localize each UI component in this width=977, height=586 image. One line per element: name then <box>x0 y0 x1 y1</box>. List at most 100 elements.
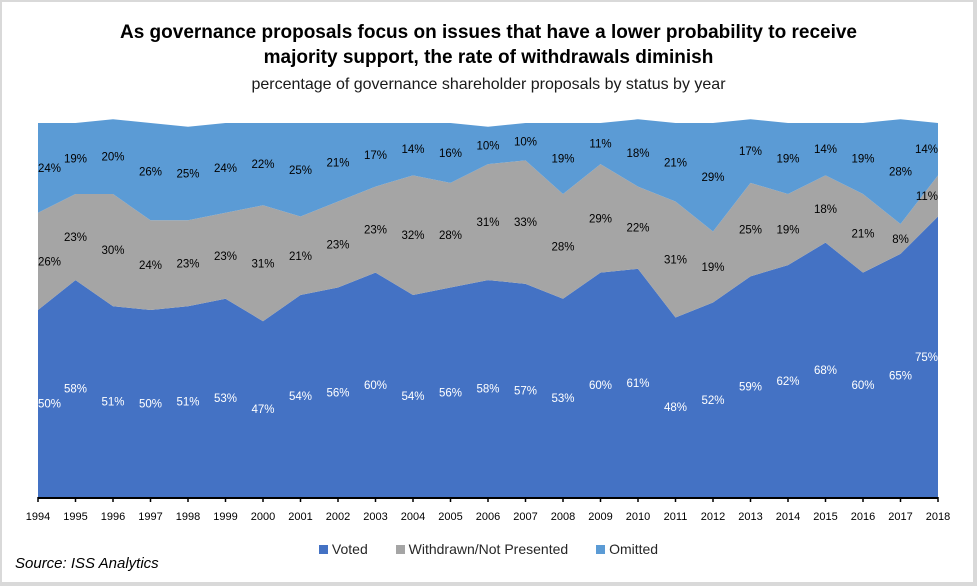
x-tick-label: 2017 <box>888 511 912 523</box>
chart-subtitle: percentage of governance shareholder pro… <box>251 76 726 93</box>
data-label: 24% <box>38 163 61 175</box>
x-tick-label: 2012 <box>701 511 725 523</box>
x-axis: 1994 1995 1996 1997 1998 1999 2000 2001 2002 2003… <box>26 497 950 523</box>
x-tick-label: 2005 <box>438 511 462 523</box>
data-label: 65% <box>889 370 912 382</box>
x-tick-label: 2018 <box>926 511 950 523</box>
data-label: 10% <box>514 137 537 149</box>
data-label: 51% <box>176 397 199 409</box>
x-tick-label: 1994 <box>26 511 50 523</box>
data-label: 18% <box>814 204 837 216</box>
data-label: 31% <box>476 217 499 229</box>
data-label: 23% <box>364 225 387 237</box>
area-withdrawn-not-presented <box>38 160 938 322</box>
x-tick-label: 2001 <box>288 511 312 523</box>
data-label: 22% <box>626 223 649 235</box>
x-tick-label: 2010 <box>626 511 650 523</box>
data-label: 51% <box>101 397 124 409</box>
x-tick-label: 1998 <box>176 511 200 523</box>
data-label: 28% <box>439 230 462 242</box>
data-label: 17% <box>364 150 387 162</box>
data-label: 23% <box>176 258 199 270</box>
legend-item-omitted: Omitted <box>596 541 658 557</box>
legend-item-withdrawn: Withdrawn/Not Presented <box>395 541 569 557</box>
data-label: 54% <box>401 391 424 403</box>
data-label: 56% <box>439 387 462 399</box>
chart-title-line: As governance proposals focus on issues … <box>119 22 857 43</box>
data-label: 28% <box>889 167 912 179</box>
data-label: 25% <box>289 165 312 177</box>
data-label: 48% <box>664 402 687 414</box>
data-label: 19% <box>64 154 87 166</box>
data-label: 60% <box>364 380 387 392</box>
data-label: 75% <box>915 352 938 364</box>
data-label: 60% <box>589 380 612 392</box>
data-label: 19% <box>701 262 724 274</box>
legend: Voted Withdrawn/Not Presented Omitted <box>0 541 977 557</box>
data-label: 14% <box>401 144 424 156</box>
x-tick-label: 2011 <box>664 511 688 523</box>
data-label: 20% <box>101 152 124 164</box>
x-tick-label: 2008 <box>551 511 575 523</box>
x-tick-label: 2007 <box>513 511 537 523</box>
data-label: 21% <box>851 228 874 240</box>
data-label: 17% <box>739 146 762 158</box>
data-label: 23% <box>326 240 349 252</box>
data-label: 11% <box>589 139 611 151</box>
data-label: 30% <box>101 245 124 257</box>
data-label: 60% <box>851 380 874 392</box>
data-label: 22% <box>251 159 274 171</box>
x-tick-label: 1995 <box>63 511 87 523</box>
data-label: 24% <box>214 163 237 175</box>
data-label: 62% <box>776 376 799 388</box>
data-label: 21% <box>326 157 349 169</box>
data-label: 53% <box>214 393 237 405</box>
data-label: 31% <box>251 258 274 270</box>
data-label: 8% <box>892 234 909 246</box>
legend-label-omitted: Omitted <box>609 541 659 557</box>
legend-item-voted: Voted <box>318 541 368 557</box>
legend-swatch-voted <box>318 545 328 554</box>
x-tick-label: 2006 <box>476 511 500 523</box>
x-tick-label: 2014 <box>776 511 800 523</box>
data-label: 57% <box>514 385 537 397</box>
data-label: 26% <box>38 256 61 268</box>
data-label: 56% <box>326 387 349 399</box>
data-label: 68% <box>814 365 837 377</box>
data-label: 61% <box>626 378 649 390</box>
legend-label-voted: Voted <box>331 541 368 557</box>
x-tick-label: 2009 <box>588 511 612 523</box>
data-label: 21% <box>289 251 312 263</box>
x-tick-label: 2002 <box>326 511 350 523</box>
data-label: 23% <box>64 232 87 244</box>
data-label: 19% <box>776 225 799 237</box>
data-label: 53% <box>551 393 574 405</box>
data-label: 25% <box>176 168 199 180</box>
areas-layer <box>38 119 938 497</box>
legend-swatch-omitted <box>596 545 606 554</box>
x-tick-label: 2004 <box>401 511 425 523</box>
data-label: 47% <box>251 404 274 416</box>
data-label: 50% <box>38 399 61 411</box>
x-tick-label: 2013 <box>738 511 762 523</box>
source-note: Source: ISS Analytics <box>15 555 159 572</box>
data-label: 21% <box>664 157 687 169</box>
x-tick-label: 2000 <box>251 511 275 523</box>
data-label: 31% <box>664 255 687 267</box>
area-omitted <box>38 119 938 232</box>
data-label: 16% <box>439 148 462 160</box>
x-tick-label: 1999 <box>213 511 237 523</box>
data-label: 28% <box>551 241 574 253</box>
data-label: 58% <box>64 384 87 396</box>
x-tick-label: 1997 <box>138 511 162 523</box>
data-label: 29% <box>589 213 612 225</box>
chart-title: As governance proposals focus on issues … <box>0 20 977 70</box>
x-tick-label: 2003 <box>363 511 387 523</box>
data-label: 11% <box>916 191 938 203</box>
legend-label-withdrawn: Withdrawn/Not Presented <box>408 541 569 557</box>
data-label: 59% <box>739 382 762 394</box>
data-label: 33% <box>514 217 537 229</box>
area-voted <box>38 216 938 497</box>
chart-title-line: majority support, the rate of withdrawal… <box>263 47 714 68</box>
